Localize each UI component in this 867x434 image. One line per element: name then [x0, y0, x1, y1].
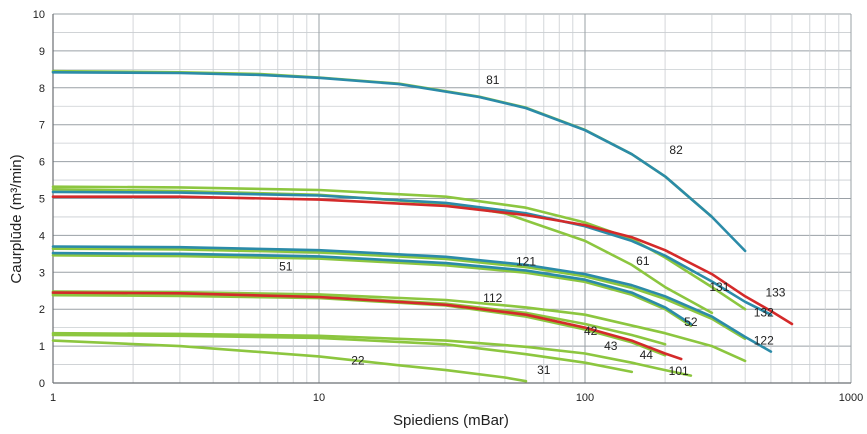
- y-tick-label: 0: [39, 378, 45, 390]
- y-tick-label: 10: [33, 9, 45, 21]
- series-line-122: [51, 247, 747, 340]
- series-label-121: 121: [516, 255, 536, 269]
- series-label-101: 101: [669, 364, 689, 378]
- series-line-112: [51, 290, 747, 363]
- series-line-43: [51, 291, 683, 361]
- series-line-22: [51, 339, 528, 383]
- series-line-133: [51, 195, 794, 326]
- series-label-112: 112: [483, 291, 502, 305]
- series-label-122: 122: [754, 333, 774, 347]
- series-line-121: [51, 245, 773, 353]
- y-axis-title: Caurplūde (m³/min): [8, 154, 25, 283]
- series-label-43: 43: [604, 339, 618, 353]
- series-label-42: 42: [584, 324, 598, 338]
- series-label-52: 52: [684, 315, 698, 329]
- series-label-133: 133: [765, 285, 785, 299]
- series-labels: 81 82 131 61 133 132 121 122 51 52 112 42 43 44 101 31 2…: [279, 73, 786, 378]
- series-label-61: 61: [636, 254, 650, 268]
- series-line-101: [51, 331, 693, 377]
- axes: [52, 14, 851, 384]
- x-tick-label: 100: [576, 392, 594, 404]
- series-label-22: 22: [351, 354, 365, 368]
- y-tick-label: 2: [39, 304, 45, 316]
- series-label-132: 132: [754, 306, 774, 320]
- series-label-44: 44: [640, 348, 654, 362]
- x-tick-label: 1000: [839, 392, 863, 404]
- y-tick-label: 6: [39, 157, 45, 169]
- y-tick-label: 5: [39, 194, 45, 206]
- y-tick-label: 1: [39, 341, 45, 353]
- series-line-131: [51, 185, 747, 311]
- series-label-31: 31: [537, 363, 551, 377]
- y-tick-label: 3: [39, 267, 45, 279]
- series-line-51: [51, 251, 693, 326]
- series-lines: [51, 69, 794, 383]
- series-line-81: [51, 71, 747, 253]
- series-label-82: 82: [669, 143, 683, 157]
- y-tick-label: 8: [39, 83, 45, 95]
- x-tick-label: 1: [50, 392, 56, 404]
- series-label-81: 81: [486, 73, 500, 87]
- x-tick-label: 10: [313, 392, 325, 404]
- x-axis-title: Spiediens (mBar): [393, 412, 509, 429]
- y-tick-label: 9: [39, 46, 45, 58]
- series-label-51: 51: [279, 259, 293, 273]
- y-tick-label: 4: [39, 230, 45, 242]
- series-line-52: [51, 254, 693, 328]
- y-tick-label: 7: [39, 120, 45, 132]
- series-line-31: [51, 333, 634, 374]
- series-label-131: 131: [709, 280, 729, 294]
